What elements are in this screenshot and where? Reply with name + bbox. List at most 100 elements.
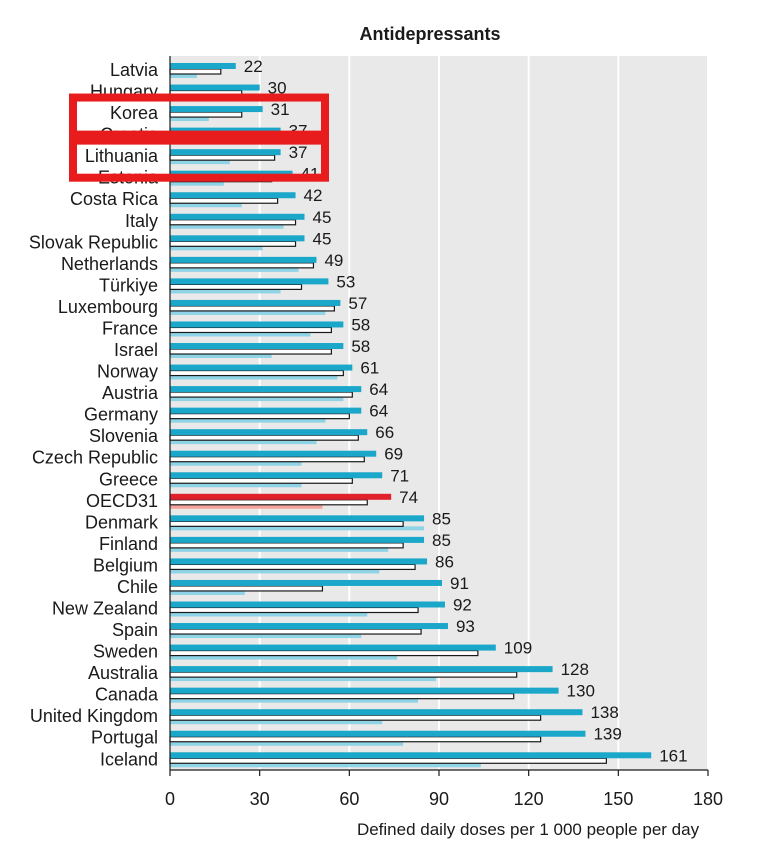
bar-intermediate-italy: [169, 219, 297, 226]
bar-latest-australia: [170, 666, 553, 673]
bar-latest-belgium: [170, 558, 428, 565]
bar-intermediate-czech-republic: [169, 456, 365, 463]
bar-earliest-sweden: [170, 655, 398, 660]
value-label-greece: 71: [390, 466, 409, 485]
bar-intermediate-slovenia: [169, 434, 359, 441]
value-label-israel: 58: [351, 337, 370, 356]
bar-latest-denmark: [170, 515, 425, 522]
bar-earliest-portugal: [170, 741, 404, 746]
bar-intermediate-finland: [169, 542, 404, 549]
value-label-denmark: 85: [432, 509, 451, 528]
value-label-canada: 130: [567, 682, 595, 701]
value-label-iceland: 161: [659, 746, 687, 765]
bar-intermediate-denmark: [169, 520, 404, 527]
bar-intermediate-latvia: [169, 68, 222, 75]
value-label-latvia: 22: [244, 57, 263, 76]
bar-latest-t-rkiye: [170, 278, 329, 285]
bar-intermediate-canada: [169, 693, 515, 700]
bar-intermediate-germany: [169, 413, 350, 420]
bar-earliest-chile: [170, 590, 245, 595]
category-label-slovenia: Slovenia: [89, 426, 159, 446]
category-label-slovak-republic: Slovak Republic: [29, 232, 158, 252]
bar-latest-luxembourg: [170, 299, 341, 306]
x-tick-label-150: 150: [603, 789, 633, 809]
bar-latest-czech-republic: [170, 450, 377, 457]
category-label-france: France: [102, 318, 158, 338]
bar-intermediate-netherlands: [169, 262, 315, 269]
bar-latest-spain: [170, 623, 448, 630]
value-label-chile: 91: [450, 574, 469, 593]
category-label-t-rkiye: Türkiye: [99, 275, 158, 295]
bar-intermediate-israel: [169, 348, 332, 355]
bar-latest-netherlands: [170, 256, 317, 263]
category-label-australia: Australia: [88, 663, 159, 683]
bar-intermediate-portugal: [169, 736, 542, 743]
bar-earliest-slovenia: [170, 440, 317, 445]
bar-earliest-luxembourg: [170, 310, 326, 315]
category-label-czech-republic: Czech Republic: [32, 448, 158, 468]
value-label-oecd31: 74: [399, 488, 418, 507]
value-label-hungary: 30: [268, 79, 287, 98]
value-label-spain: 93: [456, 617, 475, 636]
category-label-sweden: Sweden: [93, 642, 158, 662]
bar-intermediate-norway: [169, 369, 344, 377]
value-label-belgium: 86: [435, 552, 454, 571]
bar-earliest-canada: [170, 698, 419, 703]
category-label-greece: Greece: [99, 469, 158, 489]
bar-intermediate-belgium: [169, 563, 416, 571]
category-label-chile: Chile: [117, 577, 158, 597]
x-tick-label-60: 60: [339, 789, 359, 809]
value-label-france: 58: [351, 315, 370, 334]
x-tick-label-30: 30: [250, 789, 270, 809]
bar-latest-austria: [170, 386, 362, 393]
bar-latest-iceland: [170, 752, 652, 759]
bar-intermediate-costa-rica: [169, 197, 279, 204]
bar-earliest-israel: [170, 354, 272, 359]
category-label-lithuania: Lithuania: [85, 146, 159, 166]
bar-latest-new-zealand: [170, 601, 445, 608]
bar-intermediate-t-rkiye: [169, 283, 303, 290]
category-label-norway: Norway: [97, 362, 158, 382]
bar-earliest-t-rkiye: [170, 289, 281, 294]
value-label-luxembourg: 57: [348, 294, 367, 313]
category-label-spain: Spain: [112, 620, 158, 640]
bar-earliest-finland: [170, 547, 389, 552]
bar-latest-finland: [170, 536, 425, 543]
x-axis-title: Defined daily doses per 1 000 people per…: [357, 820, 700, 839]
bar-latest-slovenia: [170, 429, 368, 436]
category-label-austria: Austria: [102, 383, 159, 403]
value-label-slovenia: 66: [375, 423, 394, 442]
value-label-norway: 61: [360, 359, 379, 378]
bar-intermediate-chile: [169, 585, 324, 592]
value-label-lithuania: 37: [289, 143, 308, 162]
bar-latest-germany: [170, 407, 362, 414]
bar-intermediate-france: [169, 326, 332, 334]
bar-earliest-france: [170, 332, 311, 337]
category-label-netherlands: Netherlands: [61, 254, 158, 274]
bar-latest-costa-rica: [170, 192, 296, 199]
value-label-germany: 64: [369, 402, 388, 421]
category-label-united-kingdom: United Kingdom: [30, 706, 158, 726]
bar-intermediate-australia: [169, 671, 518, 678]
value-label-korea: 31: [271, 100, 290, 119]
bar-intermediate-iceland: [169, 757, 607, 764]
value-label-portugal: 139: [593, 725, 621, 744]
x-tick-label-90: 90: [429, 789, 449, 809]
value-label-italy: 45: [313, 208, 332, 227]
bar-intermediate-new-zealand: [169, 606, 419, 614]
bar-earliest-latvia: [170, 74, 197, 78]
bar-earliest-austria: [170, 397, 344, 402]
bar-latest-hungary: [170, 84, 260, 91]
bar-earliest-estonia: [170, 181, 224, 186]
bar-latest-croatia: [170, 127, 281, 134]
bar-intermediate-slovak-republic: [169, 240, 297, 247]
bar-intermediate-greece: [169, 477, 353, 484]
bar-intermediate-lithuania: [169, 154, 276, 161]
bar-intermediate-korea: [169, 111, 243, 118]
highlight-box-2: [69, 136, 329, 182]
value-label-slovak-republic: 45: [313, 229, 332, 248]
bar-latest-norway: [170, 364, 353, 371]
bar-earliest-united-kingdom: [170, 720, 383, 725]
